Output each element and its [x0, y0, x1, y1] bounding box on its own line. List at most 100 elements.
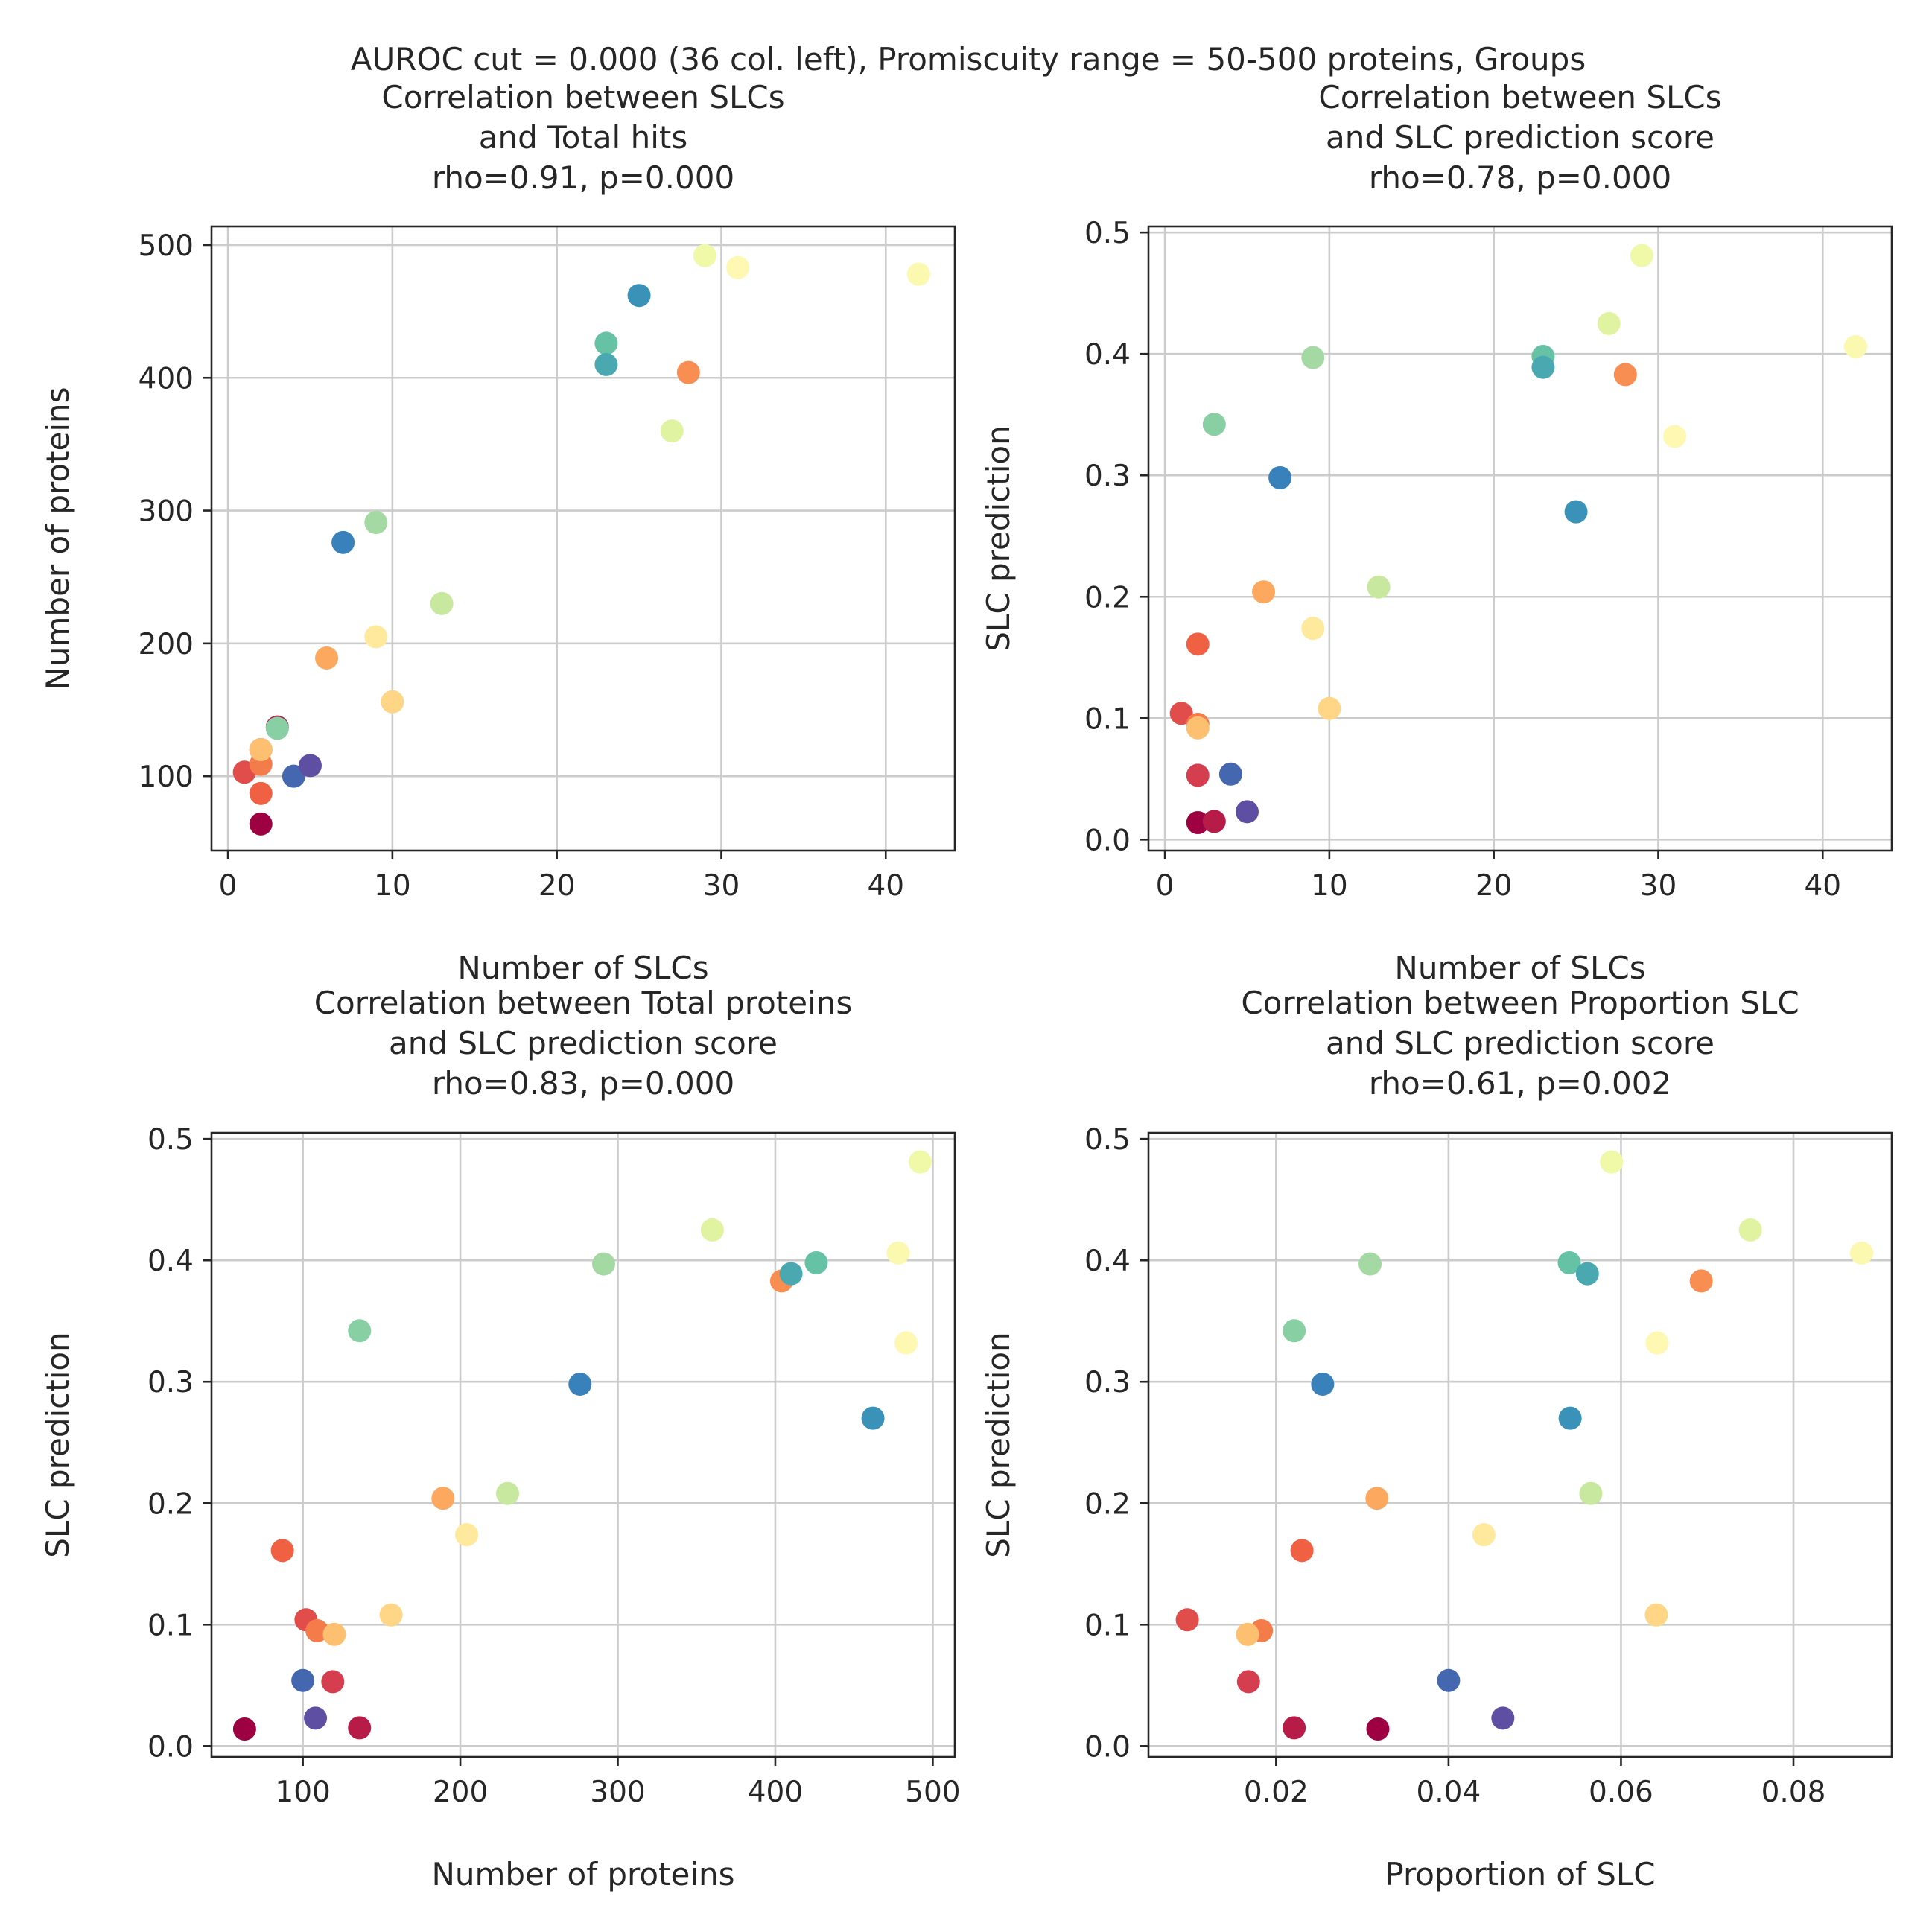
- chart2-point-4: [1169, 702, 1193, 725]
- chart3-y-tick-label: 0.4: [147, 1245, 194, 1278]
- chart4-point-16: [1579, 1481, 1603, 1505]
- chart4-point-18: [1283, 1319, 1306, 1343]
- chart4-point-24: [1491, 1706, 1515, 1730]
- chart2-point-1: [1186, 811, 1210, 835]
- chart3-y-tick-label: 0.5: [147, 1123, 194, 1157]
- chart1-point-15: [660, 419, 684, 443]
- chart4-point-13: [1849, 1241, 1873, 1265]
- chart1-point-9: [249, 737, 273, 761]
- chart2-y-axis-label: SLC prediction: [980, 425, 1017, 651]
- chart4-point-14: [1600, 1150, 1624, 1174]
- chart2-point-9: [1186, 716, 1210, 740]
- chart4-y-tick-label: 0.4: [1084, 1245, 1131, 1278]
- chart1-point-1: [249, 812, 273, 836]
- chart4-point-22: [1311, 1372, 1335, 1396]
- chart3-y-tick-label: 0.3: [147, 1366, 194, 1399]
- chart1-panel: Correlation between SLCs and Total hitsrh…: [39, 79, 956, 986]
- chart2-point-2: [1202, 810, 1226, 833]
- chart2-point-12: [1663, 425, 1687, 448]
- chart1-x-axis-label: Number of SLCs: [457, 950, 708, 986]
- chart4-point-9: [1236, 1622, 1259, 1646]
- chart2-x-tick-label: 40: [1804, 869, 1841, 903]
- chart1-point-7: [676, 360, 700, 384]
- chart4-y-axis-label: SLC prediction: [980, 1332, 1017, 1557]
- chart1-y-tick-label: 500: [139, 229, 194, 263]
- chart4-x-tick-label: 0.04: [1416, 1776, 1481, 1809]
- chart2-point-16: [1367, 575, 1391, 599]
- chart4-point-2: [1283, 1716, 1306, 1740]
- chart1-x-tick-label: 10: [374, 869, 411, 903]
- chart4-y-tick-label: 0.2: [1084, 1487, 1131, 1521]
- chart4-point-7: [1689, 1269, 1713, 1293]
- chart4-x-tick-label: 0.02: [1244, 1776, 1309, 1809]
- chart3-point-11: [455, 1523, 479, 1547]
- chart3-point-14: [908, 1150, 932, 1174]
- chart2-y-tick-label: 0.5: [1084, 217, 1131, 250]
- chart4-x-axis-label: Proportion of SLC: [1385, 1856, 1655, 1893]
- chart1-point-24: [298, 754, 322, 778]
- chart3-x-tick-label: 500: [905, 1776, 960, 1809]
- chart3-point-24: [304, 1706, 328, 1730]
- chart3-point-21: [861, 1406, 885, 1430]
- chart2-x-tick-label: 20: [1475, 869, 1513, 903]
- chart2-point-14: [1630, 244, 1653, 267]
- chart1-x-tick-label: 0: [219, 869, 238, 903]
- chart1-point-8: [315, 646, 339, 670]
- chart4-point-4: [1175, 1608, 1199, 1632]
- chart4-point-1: [1366, 1717, 1390, 1741]
- chart1-point-20: [594, 352, 618, 376]
- figure-suptitle: AUROC cut = 0.000 (36 col. left), Promis…: [351, 41, 1586, 77]
- chart2-point-20: [1531, 355, 1555, 379]
- chart1-x-tick-label: 30: [703, 869, 740, 903]
- chart4-point-10: [1644, 1603, 1668, 1627]
- chart4-point-3: [1236, 1670, 1260, 1694]
- chart4-x-tick-label: 0.08: [1761, 1776, 1826, 1809]
- chart4-y-tick-label: 0.3: [1084, 1366, 1131, 1399]
- chart4-y-tick-label: 0.5: [1084, 1123, 1131, 1157]
- chart3-point-23: [291, 1668, 315, 1692]
- chart2-y-tick-label: 0.0: [1084, 824, 1131, 857]
- chart2-point-11: [1301, 617, 1325, 641]
- chart3-point-3: [321, 1670, 345, 1694]
- chart3-point-2: [348, 1716, 372, 1740]
- chart2-point-23: [1218, 762, 1242, 786]
- chart4-point-5: [1290, 1539, 1314, 1563]
- chart3-point-16: [496, 1481, 520, 1505]
- chart3-x-axis-label: Number of proteins: [431, 1856, 734, 1893]
- chart4-point-8: [1365, 1487, 1389, 1510]
- chart4-point-23: [1437, 1668, 1461, 1692]
- chart3-x-tick-label: 400: [748, 1776, 803, 1809]
- chart3-point-9: [322, 1622, 346, 1646]
- chart4-point-21: [1558, 1406, 1582, 1430]
- chart3-point-13: [886, 1241, 910, 1265]
- chart4-y-tick-label: 0.0: [1084, 1730, 1131, 1764]
- chart1-point-13: [906, 262, 930, 286]
- chart2-point-13: [1843, 334, 1867, 358]
- chart3-x-tick-label: 300: [590, 1776, 645, 1809]
- chart3-point-20: [779, 1262, 803, 1286]
- chart3-title-line-1: Correlation between Total proteins: [314, 985, 853, 1021]
- chart3-point-5: [270, 1539, 294, 1563]
- chart1-point-10: [381, 690, 404, 714]
- chart2-point-10: [1318, 696, 1341, 720]
- chart4-point-20: [1575, 1262, 1599, 1286]
- chart2-title-line-2: and SLC prediction score: [1326, 119, 1715, 156]
- chart1-point-5: [249, 781, 273, 805]
- chart2-point-8: [1252, 580, 1276, 604]
- chart4-point-19: [1557, 1251, 1581, 1274]
- chart2-axes-frame: [1147, 225, 1893, 852]
- chart1-y-axis-label: Number of proteins: [39, 387, 76, 690]
- chart4-point-12: [1645, 1331, 1669, 1355]
- chart2-panel: Correlation between SLCs and SLC predicti…: [980, 79, 1893, 986]
- chart2-y-tick-label: 0.2: [1084, 581, 1131, 614]
- chart3-point-6: [305, 1618, 329, 1642]
- chart3-point-19: [804, 1251, 828, 1274]
- chart2-point-17: [1301, 346, 1325, 369]
- chart4-point-15: [1738, 1218, 1762, 1242]
- chart2-point-21: [1564, 500, 1588, 524]
- chart1-point-19: [594, 331, 618, 355]
- chart3-title-line-3: rho=0.83, p=0.000: [432, 1065, 734, 1102]
- chart1-point-14: [693, 244, 716, 267]
- chart3-point-18: [348, 1319, 372, 1343]
